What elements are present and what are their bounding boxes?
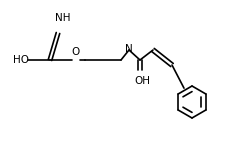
Text: N: N	[125, 44, 133, 54]
Text: O: O	[72, 47, 80, 57]
Text: OH: OH	[134, 76, 150, 86]
Text: NH: NH	[55, 13, 71, 23]
Text: HO: HO	[13, 55, 29, 65]
